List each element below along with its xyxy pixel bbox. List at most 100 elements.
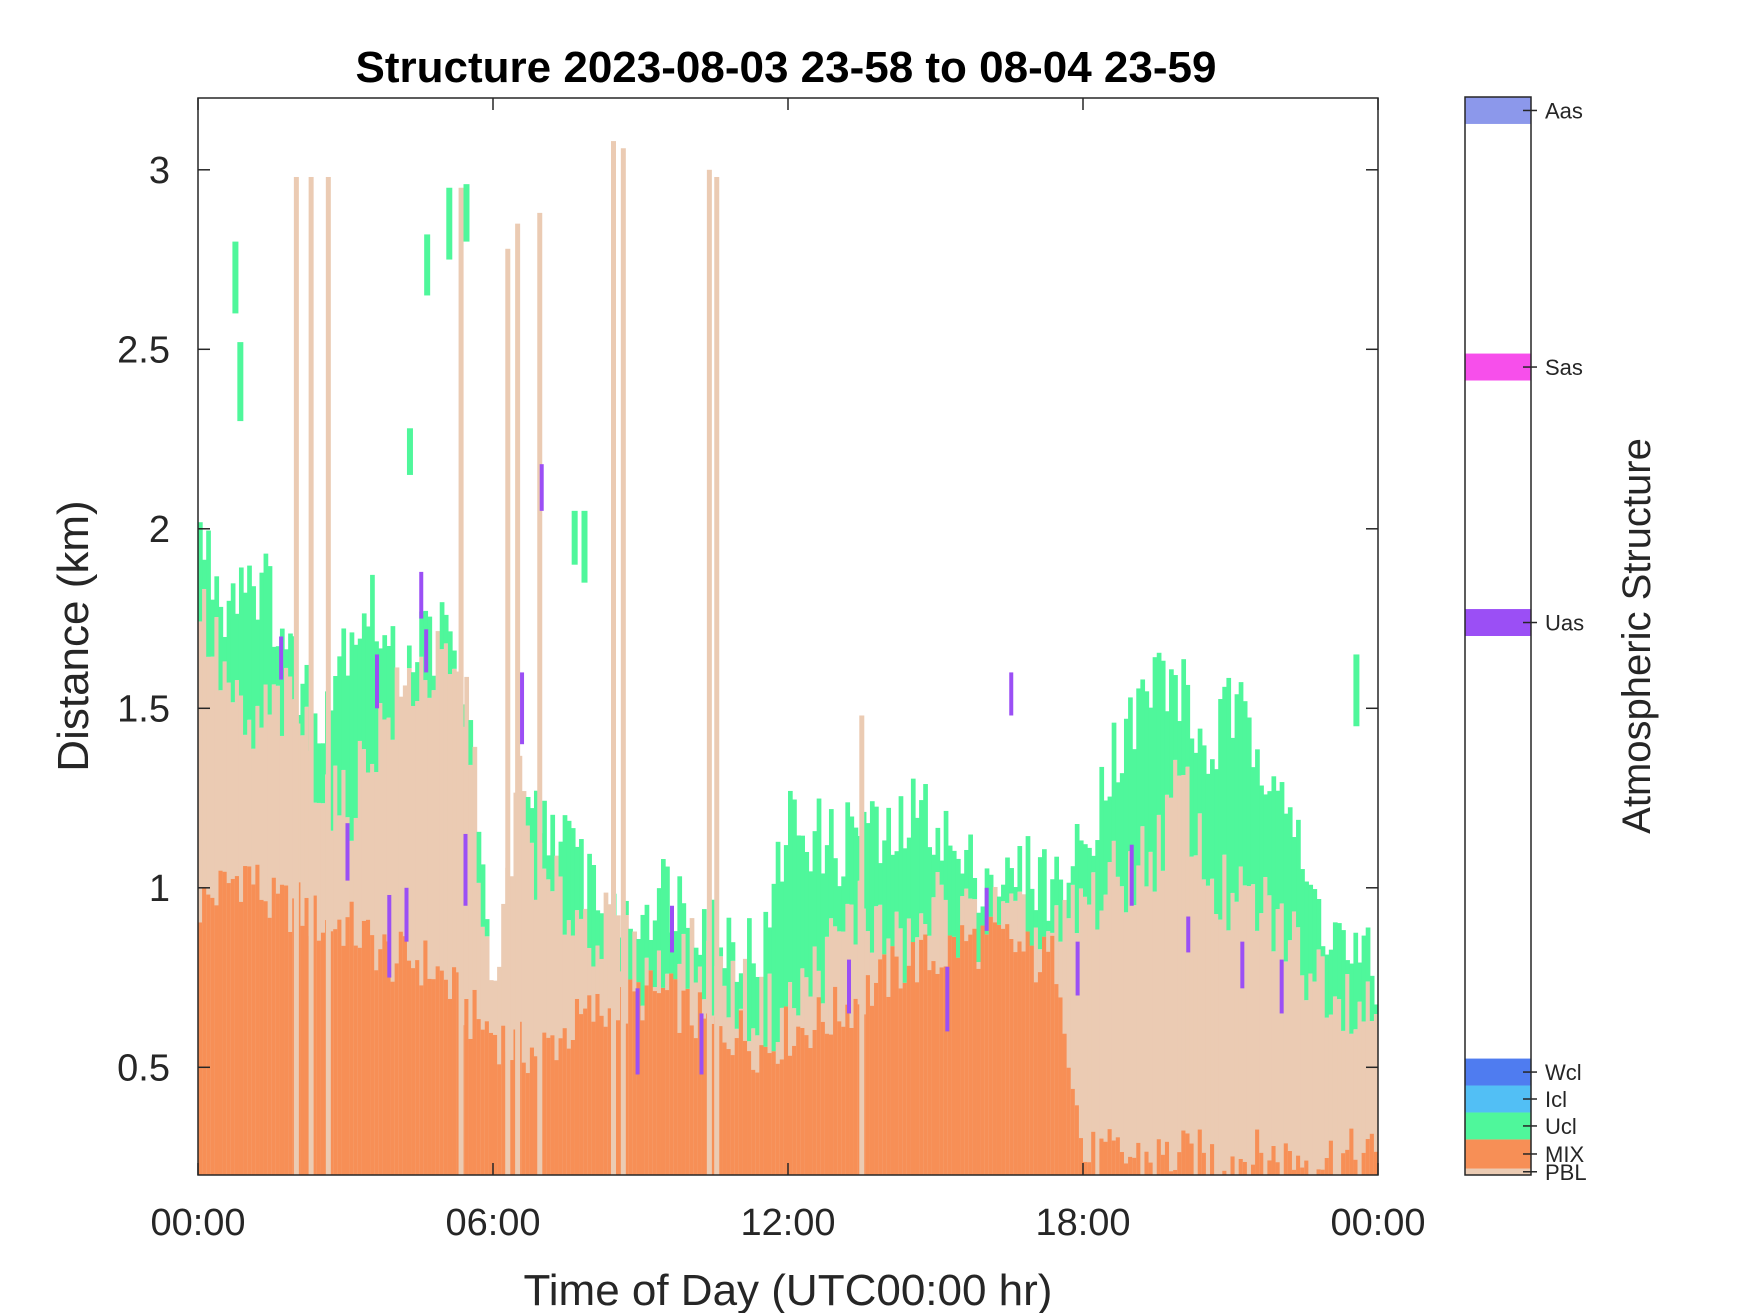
colorbar-swatch-uas [1465,609,1531,636]
pbl-column [1312,981,1318,1175]
ucl-column [1193,752,1199,856]
ucl-column [234,613,240,681]
ucl-column [316,743,322,803]
mix-column [660,987,666,1175]
pbl-column [1300,975,1305,1175]
ucl-column [869,801,875,953]
ucl-column [1103,800,1109,895]
mix-column [1029,945,1035,1175]
pbl-column [427,697,433,1175]
pbl-spike [293,176,299,1175]
ucl-column [1267,791,1273,896]
mix-column [566,1048,572,1175]
ucl-column [595,910,601,946]
ucl-column [1332,922,1338,997]
colorbar-swatch-ucl [1465,1112,1531,1140]
pbl-column [1230,892,1236,1175]
y-tick-label: 3 [149,150,170,192]
mix-column [644,985,650,1175]
colorbar-label-aas: Aas [1545,98,1583,123]
mix-column [337,919,343,1175]
pbl-column [288,676,293,1175]
ucl-column [685,927,691,989]
pbl-column [1357,1001,1363,1175]
mix-column [1181,1130,1187,1175]
pbl-column [1238,866,1244,1175]
pbl-column [1103,894,1109,1175]
ucl-column [1177,721,1182,776]
ucl-column [349,632,355,841]
pbl-column [472,746,478,1175]
pbl-column [1136,865,1141,1175]
ucl-column [730,942,736,961]
ucl-column [1037,857,1043,950]
mix-column [279,884,285,1175]
ucl-patch [463,184,470,242]
mix-column [1255,1129,1260,1175]
pbl-column [1226,930,1232,1175]
ucl-column [1156,652,1162,815]
ucl-column [1119,773,1125,887]
pbl-spike [515,223,521,1175]
pbl-spike [620,148,626,1175]
mix-column [374,970,379,1175]
ucl-patch [406,428,413,475]
ucl-column [624,900,629,916]
ucl-column [1173,675,1178,760]
ucl-column [1246,717,1252,887]
ucl-column [1349,963,1355,1034]
mix-column [636,982,642,1175]
mix-column [779,1059,785,1175]
pbl-column [1115,876,1121,1175]
mix-column [476,1019,482,1175]
pbl-column [411,705,416,1175]
pbl-spike [706,169,712,1175]
ucl-column [845,802,851,904]
mix-column [960,925,965,1175]
pbl-column [1373,1014,1378,1175]
ucl-column [697,954,703,967]
mix-column [935,973,941,1175]
uas-mark [1009,672,1014,716]
ucl-column [738,973,744,1009]
ucl-column [652,920,658,988]
ucl-column [202,559,207,589]
ucl-column [1033,910,1039,928]
colorbar-swatch-wcl [1465,1058,1531,1086]
mix-column [771,1051,777,1175]
mix-column [300,925,306,1175]
mix-column [1091,1131,1096,1175]
ucl-column [1001,884,1006,902]
uas-mark [424,629,429,673]
mix-column [808,1048,814,1175]
ucl-column [411,672,416,706]
ucl-column [288,633,293,677]
ucl-column [923,784,928,925]
mix-column [312,895,318,1175]
mix-column [447,998,453,1175]
mix-column [329,931,334,1175]
pbl-column [1083,896,1088,1175]
mix-column [701,1018,707,1175]
pbl-spike [859,715,865,1175]
mix-column [1291,1169,1297,1175]
ucl-column [771,883,777,1052]
ucl-column [1095,840,1100,930]
mix-column [267,917,273,1175]
y-tick-label: 2.5 [117,329,170,371]
mix-column [341,945,347,1175]
ucl-column [1341,930,1346,1031]
ucl-column [476,831,482,883]
mix-column [398,931,404,1175]
pbl-column [1070,884,1076,1175]
pbl-column [1283,961,1289,1175]
mix-column [1369,1133,1375,1175]
mix-column [263,901,269,1175]
x-tick-label: 06:00 [445,1202,540,1244]
pbl-column [1148,851,1154,1175]
ucl-column [279,628,285,736]
pbl-column [468,764,474,1175]
ucl-column [636,939,642,983]
mix-column [738,1010,744,1175]
pbl-column [566,920,572,1175]
